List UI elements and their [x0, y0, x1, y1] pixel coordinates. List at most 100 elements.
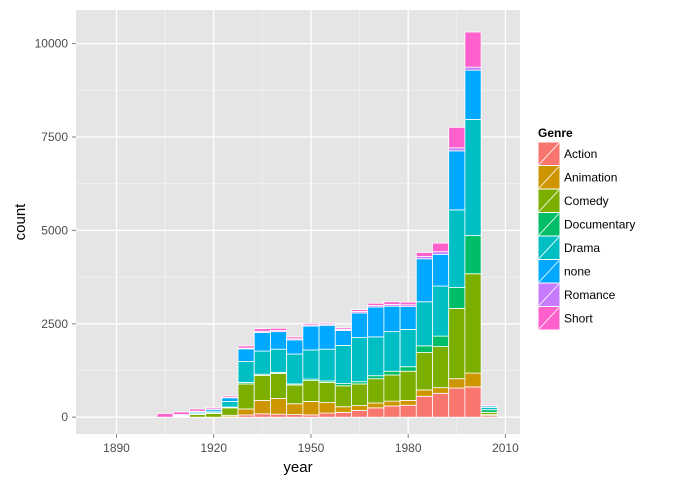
bar-segment-none-1970	[367, 306, 385, 338]
bar-segment-documentary-1975	[383, 370, 401, 376]
bar-segment-action-1995	[448, 387, 466, 418]
bar-segment-short-1970	[367, 302, 385, 306]
y-tick-label: 10000	[35, 37, 69, 51]
bar-segment-action-1965	[351, 410, 369, 418]
bar-segment-animation-1955	[318, 402, 336, 414]
bar-segment-romance-1995	[448, 147, 466, 152]
bar-segment-short-1950	[302, 323, 320, 326]
bar-segment-action-1935	[253, 413, 271, 418]
legend-key-slash	[538, 307, 560, 330]
bar-segment-animation-1985	[415, 389, 433, 397]
bar-segment-drama-2000	[464, 119, 482, 237]
bar-segment-short-1985	[415, 252, 433, 257]
bar-segment-comedy-1920	[205, 413, 223, 418]
bar-segment-short-2005	[480, 403, 498, 406]
legend-key-slash	[538, 236, 560, 259]
bar-segment-drama-1940	[270, 348, 288, 373]
legend-label-romance: Romance	[564, 288, 616, 302]
bar-segment-none-1950	[302, 325, 320, 351]
bar-segment-drama-1935	[253, 350, 271, 375]
bar-segment-action-2000	[464, 386, 482, 418]
bar-segment-none-1955	[318, 324, 336, 350]
bar-segment-short-1960	[334, 327, 352, 330]
bar-segment-action-1975	[383, 405, 401, 418]
x-axis-title: year	[283, 459, 312, 476]
bar-segment-documentary-1980	[399, 366, 417, 372]
bar-segment-documentary-1990	[432, 335, 450, 347]
bar-segment-short-1915	[189, 408, 207, 412]
x-axis-ticks: 1890 1920 1950 1980 2010	[103, 434, 519, 455]
bar-segment-documentary-1970	[367, 375, 385, 380]
bar-segment-none-1935	[253, 331, 271, 352]
bar-segment-none-1925	[221, 397, 239, 402]
bar-segment-comedy-1990	[432, 346, 450, 389]
legend-label-short: Short	[564, 311, 593, 325]
bar-segment-short-1925	[221, 395, 239, 398]
bar-segment-comedy-1955	[318, 382, 336, 404]
bar-segment-action-1990	[432, 392, 450, 418]
bar-segment-animation-1930	[237, 408, 255, 416]
bar-segment-action-1960	[334, 411, 352, 418]
legend-key-slash	[538, 189, 560, 212]
x-tick-label: 1920	[200, 441, 227, 455]
bar-segment-none-1965	[351, 312, 369, 339]
x-tick-label: 1890	[103, 441, 130, 455]
bar-segment-comedy-1970	[367, 378, 385, 404]
bar-segment-drama-1965	[351, 337, 369, 383]
bar-segment-short-1905	[156, 413, 174, 418]
bar-segment-comedy-1945	[286, 384, 304, 405]
bar-segment-action-1955	[318, 412, 336, 418]
legend-key-slash	[538, 283, 560, 306]
bar-segment-drama-1955	[318, 348, 336, 382]
legend-label-comedy: Comedy	[564, 194, 609, 208]
bar-segment-short-1990	[432, 242, 450, 253]
legend-label-action: Action	[564, 147, 597, 161]
bar-segment-comedy-1985	[415, 352, 433, 391]
bar-segment-none-1930	[237, 348, 255, 362]
bar-segment-short-1965	[351, 309, 369, 312]
y-tick-label: 5000	[41, 223, 68, 237]
x-tick-label: 1950	[298, 441, 325, 455]
bar-segment-documentary-2000	[464, 235, 482, 275]
bar-segment-comedy-2000	[464, 273, 482, 374]
legend-label-documentary: Documentary	[564, 217, 635, 231]
y-tick-label: 0	[61, 410, 68, 424]
bar-segment-comedy-1930	[237, 383, 255, 410]
bar-segment-drama-1980	[399, 329, 417, 368]
legend-key-slash	[538, 213, 560, 236]
bar-segment-comedy-1965	[351, 383, 369, 407]
bar-segment-drama-1970	[367, 336, 385, 377]
bar-segment-short-1945	[286, 336, 304, 340]
bar-segment-comedy-1950	[302, 380, 320, 402]
bar-segment-none-1975	[383, 305, 401, 333]
legend-key-slash	[538, 142, 560, 165]
bar-segment-action-1980	[399, 404, 417, 418]
bar-segment-short-1940	[270, 327, 288, 331]
bar-segment-documentary-1985	[415, 345, 433, 353]
bar-segment-action-1985	[415, 395, 433, 418]
legend-label-animation: Animation	[564, 170, 617, 184]
bar-segment-drama-1990	[432, 285, 450, 337]
bar-segment-short-1980	[399, 301, 417, 306]
bar-segment-comedy-1940	[270, 373, 288, 399]
bar-segment-short-1910	[172, 411, 190, 415]
bar-segment-comedy-1995	[448, 308, 466, 380]
bar-segment-documentary-1995	[448, 287, 466, 309]
bar-segment-short-1955	[318, 322, 336, 325]
bar-segment-short-1930	[237, 345, 255, 349]
bar-segment-animation-1975	[383, 400, 401, 407]
bar-segment-comedy-1925	[221, 407, 239, 416]
bar-segment-short-1920	[205, 407, 223, 410]
y-tick-label: 7500	[41, 130, 68, 144]
bar-segment-drama-1960	[334, 345, 352, 384]
y-axis-ticks: 0 2500 5000 7500 10000	[35, 37, 76, 424]
bar-segment-drama-1975	[383, 331, 401, 372]
bar-segment-animation-1980	[399, 399, 417, 406]
bar-segment-none-1995	[448, 150, 466, 211]
bar-segment-drama-1930	[237, 361, 255, 383]
bar-segment-comedy-1960	[334, 385, 352, 408]
legend-label-none: none	[564, 264, 591, 278]
bar-segment-animation-1935	[253, 399, 271, 415]
legend-key-slash	[538, 166, 560, 189]
bar-segment-none-1990	[432, 253, 450, 287]
